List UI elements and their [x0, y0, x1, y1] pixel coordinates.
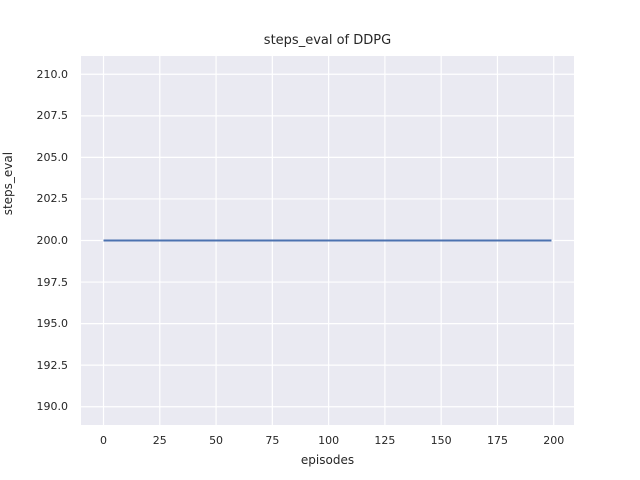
chart-title: steps_eval of DDPG — [263, 33, 392, 48]
x-tick-label: 100 — [318, 434, 340, 447]
x-tick-label: 125 — [374, 434, 396, 447]
y-tick-label: 195.0 — [36, 317, 69, 331]
x-tick-label: 200 — [543, 434, 565, 447]
x-tick-label: 75 — [265, 434, 280, 447]
x-tick-label: 25 — [152, 434, 167, 447]
x-axis-label: episodes — [300, 453, 355, 467]
y-tick-label: 197.5 — [36, 275, 69, 289]
x-tick-label: 150 — [430, 434, 452, 447]
x-tick-label: 0 — [100, 434, 107, 447]
y-tick-label: 192.5 — [36, 358, 69, 372]
plot-area — [81, 56, 574, 425]
x-tick-label: 50 — [209, 434, 224, 447]
x-tick-label: 175 — [486, 434, 508, 447]
y-tick-label: 207.5 — [36, 109, 69, 123]
y-tick-label: 205.0 — [36, 150, 69, 164]
y-tick-label: 200.0 — [36, 234, 69, 247]
y-tick-label: 190.0 — [36, 400, 69, 414]
y-tick-label: 210.0 — [36, 67, 69, 81]
plot-svg — [81, 56, 574, 425]
y-tick-label: 202.5 — [36, 192, 69, 206]
